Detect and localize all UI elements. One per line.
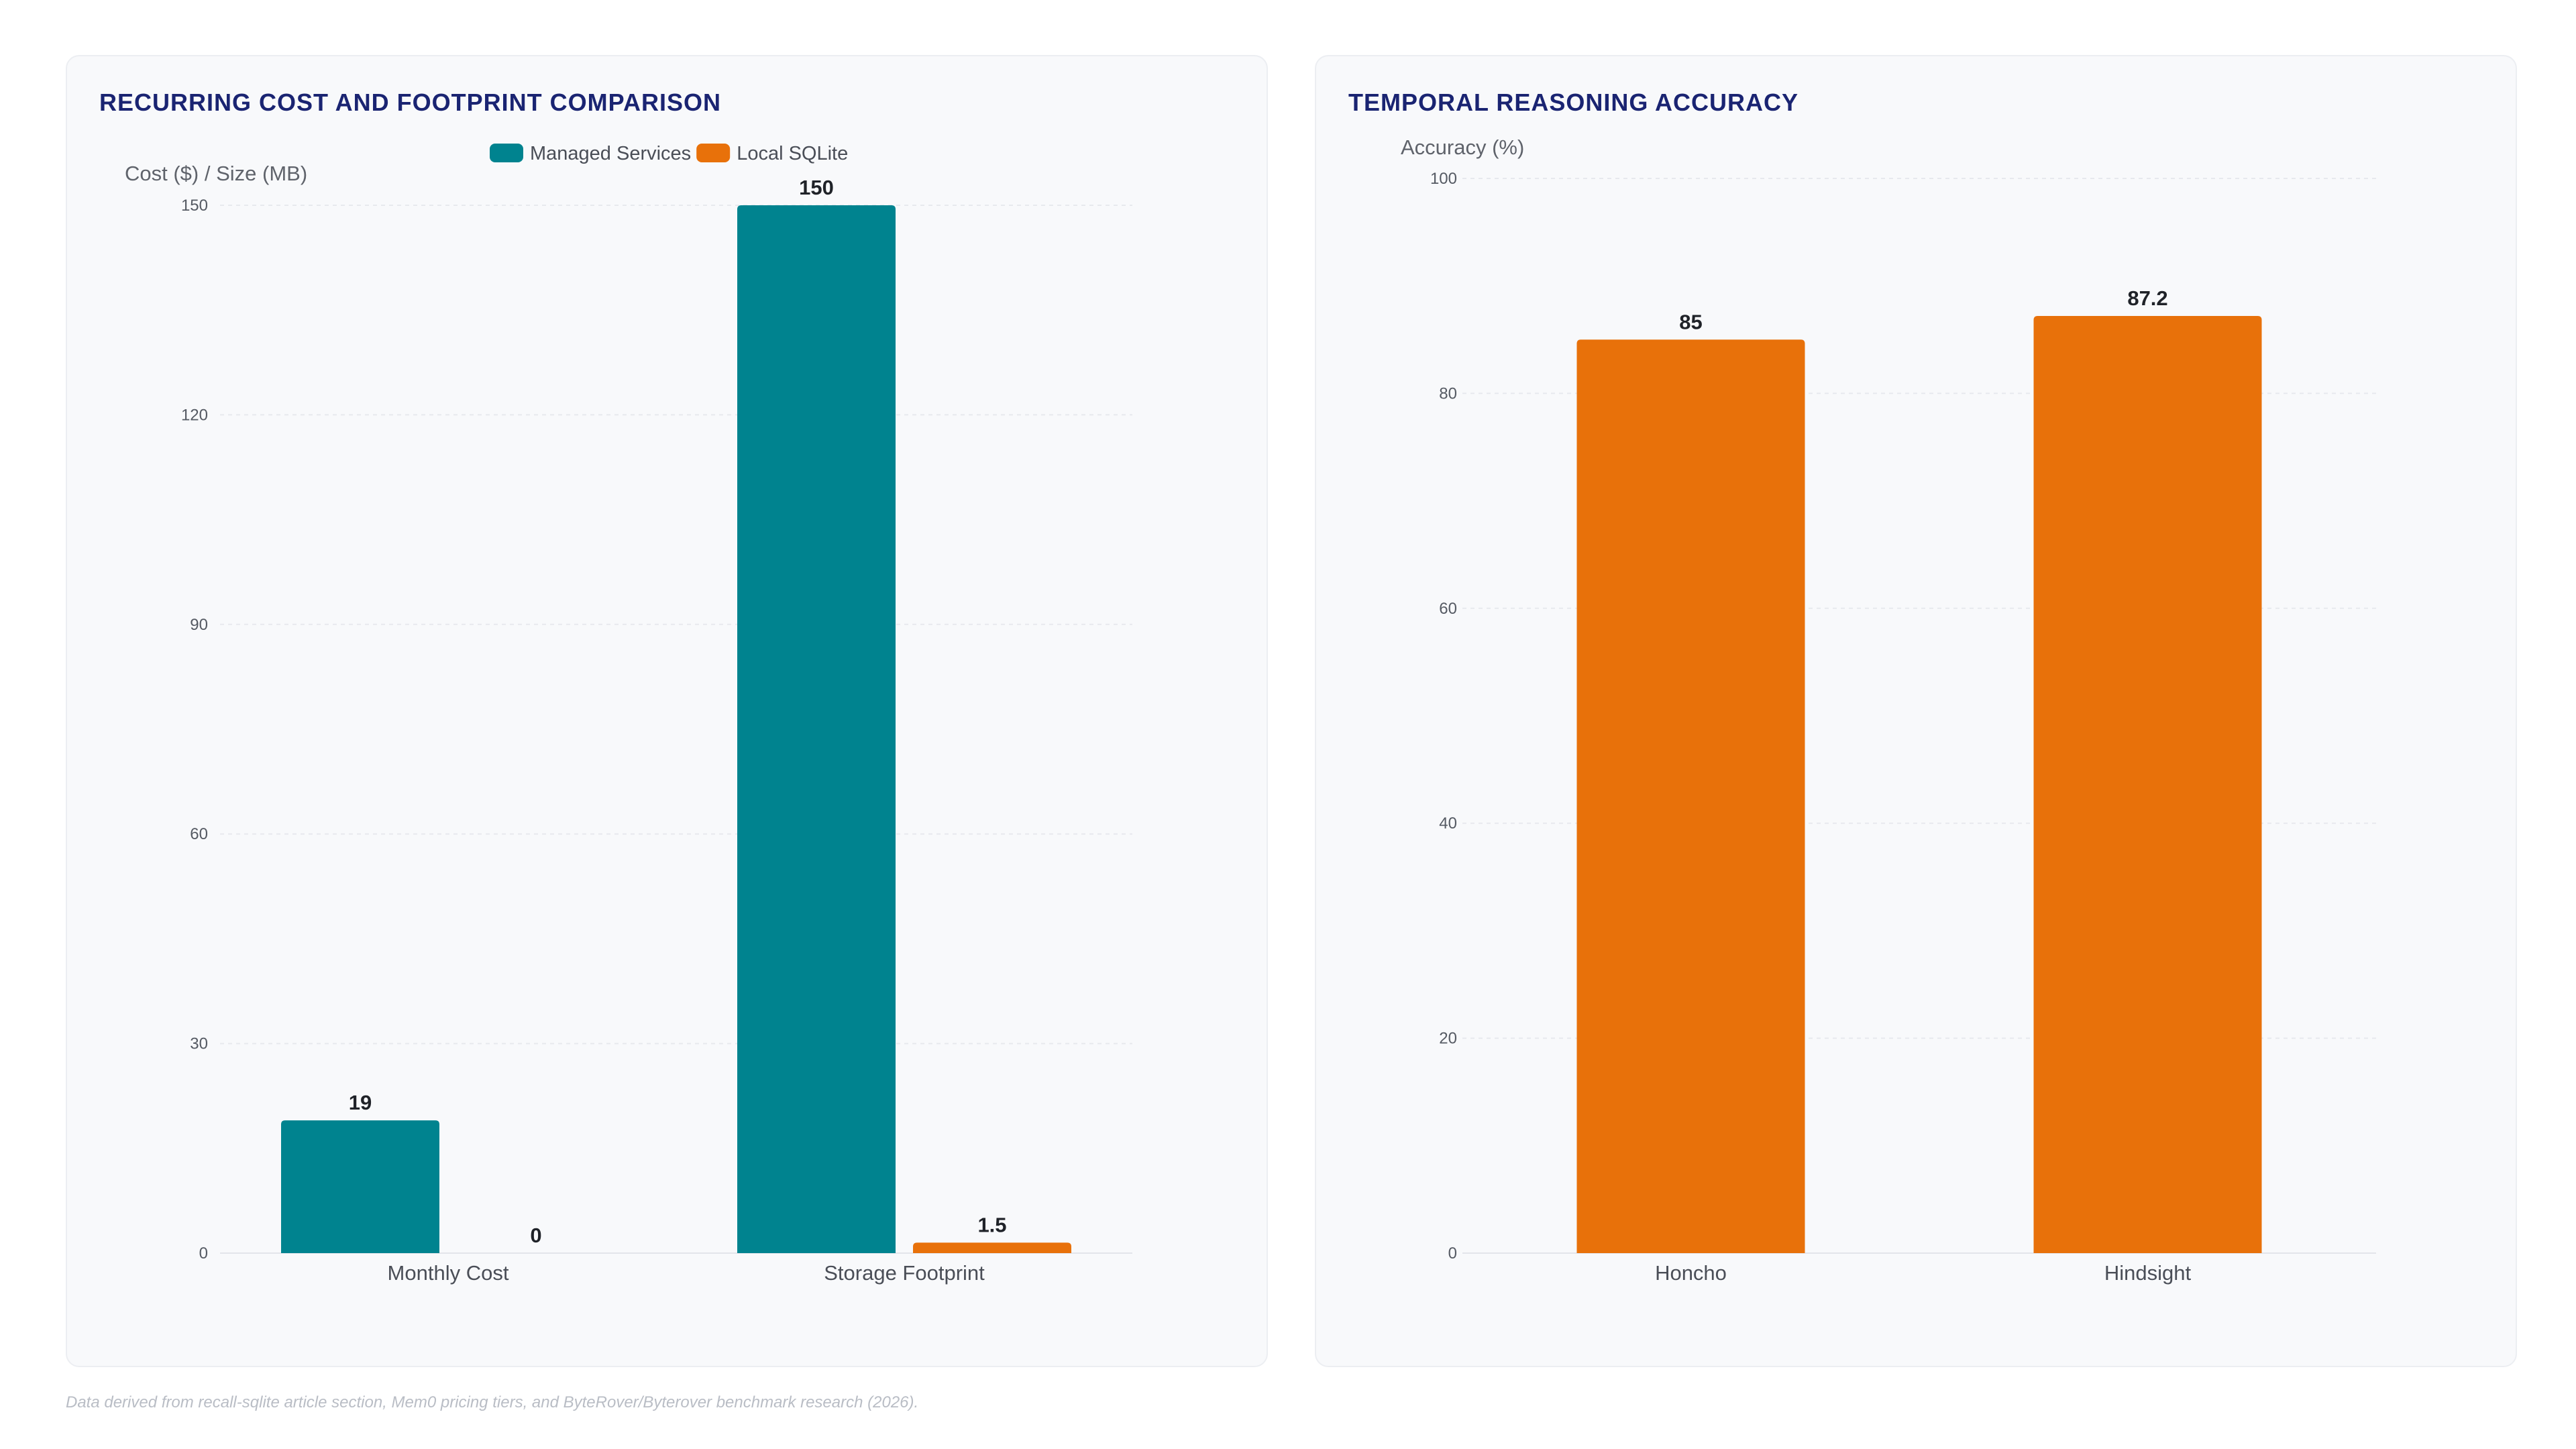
legend-label: Local SQLite bbox=[737, 143, 848, 164]
data-label: 1.5 bbox=[977, 1213, 1006, 1236]
y-tick-label: 40 bbox=[1439, 814, 1457, 833]
y-tick-label: 80 bbox=[1439, 384, 1457, 402]
chart-title: TEMPORAL REASONING ACCURACY bbox=[1348, 89, 1799, 116]
y-tick-label: 30 bbox=[190, 1035, 208, 1053]
y-axis-label: Cost ($) / Size (MB) bbox=[125, 162, 307, 185]
data-label: 0 bbox=[530, 1224, 541, 1247]
y-tick-label: 90 bbox=[190, 616, 208, 634]
data-label: 85 bbox=[1679, 310, 1702, 333]
bar bbox=[913, 1242, 1071, 1253]
bar bbox=[2033, 316, 2262, 1253]
y-tick-label: 100 bbox=[1430, 170, 1457, 188]
cost-footprint-chart-panel: RECURRING COST AND FOOTPRINT COMPARISON … bbox=[66, 55, 1268, 1367]
bar bbox=[737, 205, 896, 1253]
cost-footprint-bar-chart: 0 30 60 90 120 150 Cost ($) / Size (MB) Monthly… bbox=[125, 143, 1132, 1285]
x-tick-label: Storage Footprint bbox=[824, 1261, 985, 1285]
data-label: 150 bbox=[799, 176, 834, 199]
x-tick-label: Monthly Cost bbox=[388, 1261, 509, 1285]
data-label: 19 bbox=[349, 1091, 372, 1114]
y-tick-label: 60 bbox=[1439, 600, 1457, 618]
legend-swatch bbox=[490, 144, 523, 162]
bar bbox=[281, 1120, 439, 1253]
data-label: 87.2 bbox=[2127, 286, 2167, 310]
temporal-accuracy-bar-chart: 0 20 40 60 80 100 Accuracy (%) Honcho 85 Hindsigh… bbox=[1401, 136, 2376, 1285]
x-tick-label: Honcho bbox=[1655, 1261, 1727, 1285]
y-tick-label: 150 bbox=[181, 197, 208, 215]
y-tick-label: 0 bbox=[199, 1244, 208, 1263]
temporal-accuracy-chart-panel: TEMPORAL REASONING ACCURACY 0 20 40 60 80 100… bbox=[1315, 55, 2517, 1367]
x-tick-label: Hindsight bbox=[2104, 1261, 2192, 1285]
y-tick-label: 120 bbox=[181, 406, 208, 424]
bar bbox=[1576, 339, 1805, 1253]
y-axis-label: Accuracy (%) bbox=[1401, 136, 1524, 159]
y-tick-label: 0 bbox=[1448, 1244, 1457, 1263]
chart-title: RECURRING COST AND FOOTPRINT COMPARISON bbox=[99, 89, 721, 116]
legend-label: Managed Services bbox=[530, 143, 691, 164]
y-tick-label: 20 bbox=[1439, 1030, 1457, 1048]
legend-swatch bbox=[696, 144, 731, 162]
y-tick-label: 60 bbox=[190, 825, 208, 843]
source-footnote: Data derived from recall-sqlite article … bbox=[66, 1393, 919, 1411]
